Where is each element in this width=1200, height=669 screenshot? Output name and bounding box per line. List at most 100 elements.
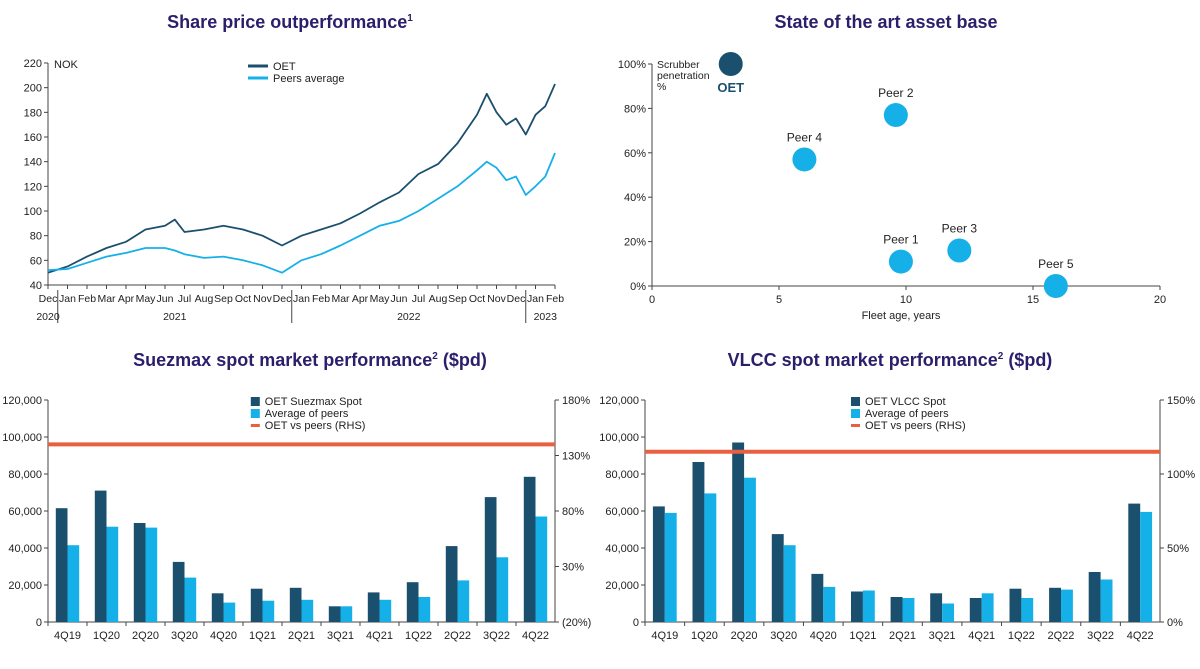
share-x-month-label: Nov	[253, 293, 272, 305]
share-x-month-label: Mar	[331, 293, 350, 305]
share-x-month-label: Feb	[312, 293, 330, 305]
scatter-y-tick-label: 0%	[630, 281, 646, 293]
suezmax-x-tick-label: 4Q19	[54, 630, 81, 642]
suezmax-y-tick-label: 20,000	[8, 580, 42, 592]
vlcc-bar-peers	[981, 593, 994, 622]
scatter-point-label: Peer 5	[1038, 257, 1074, 271]
vlcc-y-tick-label: 0	[633, 617, 639, 629]
vlcc-bar-oet	[1088, 572, 1101, 622]
suezmax-bar-oet	[133, 523, 146, 622]
suezmax-legend-swatch	[250, 424, 260, 427]
suezmax-bar-peers	[418, 597, 431, 622]
suezmax-bar-peers	[535, 516, 548, 622]
vlcc-y2-tick-label: 100%	[1167, 469, 1195, 481]
vlcc-legend-swatch	[851, 409, 860, 418]
vlcc-bar-oet	[890, 597, 903, 622]
suezmax-x-tick-label: 2Q20	[132, 630, 159, 642]
suezmax-y-tick-label: 0	[36, 617, 42, 629]
share-x-month-label: Jan	[59, 293, 76, 305]
share-x-month-label: Oct	[469, 293, 485, 305]
share-x-month-label: Apr	[118, 293, 135, 305]
vlcc-bar-peers	[902, 598, 915, 622]
scatter-point-label: Peer 4	[787, 130, 823, 144]
vlcc-x-tick-label: 2Q22	[1048, 630, 1075, 642]
suezmax-x-tick-label: 4Q21	[366, 630, 393, 642]
vlcc-bar-oet	[771, 534, 784, 622]
suezmax-bar-peers	[223, 602, 236, 622]
suezmax-y-tick-label: 100,000	[2, 432, 42, 444]
share-x-month-label: Aug	[429, 293, 448, 305]
suezmax-bar-oet	[55, 508, 68, 622]
vlcc-x-tick-label: 3Q21	[929, 630, 956, 642]
suezmax-y2-tick-label: 30%	[562, 562, 584, 574]
vlcc-y-tick-label: 40,000	[605, 543, 639, 555]
share-legend-label: Peers average	[273, 73, 345, 85]
suezmax-x-tick-label: 3Q22	[483, 630, 510, 642]
suezmax-bar-peers	[106, 526, 119, 622]
vlcc-legend-label: OET VLCC Spot	[865, 396, 946, 408]
vlcc-bar-peers	[1140, 511, 1153, 622]
suezmax-bar-peers	[262, 600, 275, 622]
scatter-point-label: Peer 3	[942, 221, 978, 235]
suezmax-x-tick-label: 4Q20	[210, 630, 237, 642]
share-x-month-label: Jul	[412, 293, 425, 305]
scatter-y-tick-label: 40%	[624, 192, 646, 204]
share-price-title: Share price outperformance1	[167, 12, 413, 32]
scatter-point-oet	[718, 52, 743, 76]
share-x-month-label: Mar	[97, 293, 116, 305]
share-x-month-label: Jan	[293, 293, 310, 305]
vlcc-bar-oet	[969, 598, 982, 622]
share-x-month-label: Nov	[487, 293, 506, 305]
scatter-y-axis-title: %	[657, 81, 666, 93]
share-x-month-label: Apr	[352, 293, 369, 305]
vlcc-x-tick-label: 4Q19	[651, 630, 678, 642]
suezmax-y-tick-label: 80,000	[8, 469, 42, 481]
share-y-unit-label: NOK	[54, 59, 79, 71]
share-y-tick-label: 60	[30, 255, 42, 267]
vlcc-y2-tick-label: 50%	[1167, 543, 1189, 555]
share-y-tick-label: 120	[24, 181, 42, 193]
suezmax-bar-oet	[289, 587, 302, 622]
share-y-tick-label: 220	[24, 58, 42, 70]
vlcc-bar-peers	[1100, 579, 1113, 622]
asset-base-title: State of the art asset base	[774, 12, 998, 32]
vlcc-x-tick-label: 1Q22	[1008, 630, 1035, 642]
scatter-point-peer-5	[1043, 274, 1068, 298]
share-x-month-label: Dec	[273, 293, 292, 305]
suezmax-bar-oet	[211, 593, 224, 622]
vlcc-x-tick-label: 2Q20	[731, 630, 758, 642]
suezmax-bar-peers	[457, 580, 470, 622]
scatter-y-axis-title: penetration	[657, 70, 710, 82]
vlcc-y-tick-label: 120,000	[599, 395, 639, 407]
vlcc-y-tick-label: 60,000	[605, 506, 639, 518]
suezmax-bar-oet	[250, 588, 263, 622]
suezmax-y2-tick-label: (20%)	[562, 617, 591, 629]
share-series-line-peers	[47, 152, 556, 274]
vlcc-x-tick-label: 4Q22	[1127, 630, 1154, 642]
scatter-x-tick-label: 15	[1027, 294, 1039, 306]
suezmax-y-tick-label: 60,000	[8, 506, 42, 518]
share-x-year-label: 2023	[534, 311, 558, 323]
share-x-year-label: 2020	[36, 311, 60, 323]
suezmax-x-tick-label: 1Q20	[93, 630, 120, 642]
share-y-tick-label: 200	[24, 83, 42, 95]
share-y-tick-label: 40	[30, 280, 42, 292]
scatter-x-tick-label: 20	[1154, 294, 1166, 306]
suezmax-bar-peers	[301, 599, 314, 622]
suezmax-bar-oet	[367, 592, 380, 622]
share-x-month-label: Jun	[157, 293, 174, 305]
share-x-month-label: Feb	[78, 293, 96, 305]
suezmax-legend-label: Average of peers	[265, 408, 349, 420]
vlcc-x-tick-label: 4Q20	[810, 630, 837, 642]
suezmax-bar-peers	[340, 606, 353, 622]
share-x-month-label: Jan	[527, 293, 544, 305]
suezmax-x-tick-label: 3Q21	[327, 630, 354, 642]
scatter-x-axis-title: Fleet age, years	[862, 310, 941, 322]
scatter-x-tick-label: 0	[649, 294, 655, 306]
vlcc-bar-oet	[1049, 587, 1061, 622]
share-x-month-label: Jul	[178, 293, 191, 305]
share-x-month-label: Sep	[448, 293, 467, 305]
suezmax-bar-oet	[406, 582, 419, 622]
suezmax-bar-oet	[445, 546, 458, 622]
